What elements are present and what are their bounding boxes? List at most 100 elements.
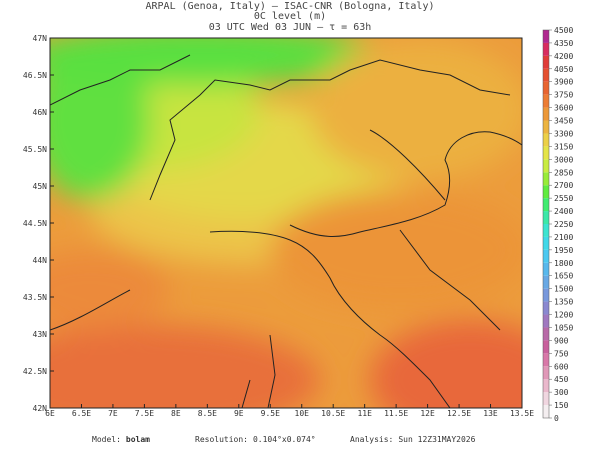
colorbar-label: 300 <box>554 388 569 397</box>
colorbar-label: 2400 <box>554 207 573 216</box>
colorbar-swatch <box>543 340 549 354</box>
colorbar-label: 3300 <box>554 129 573 138</box>
colorbar-swatch <box>543 55 549 69</box>
subtitle: 0C level (m) <box>254 11 326 22</box>
colorbar-label: 2100 <box>554 233 573 242</box>
colorbar-label: 3150 <box>554 142 573 151</box>
colorbar-label: 150 <box>554 401 569 410</box>
colorbar-swatch <box>543 81 549 95</box>
colorbar-label: 1350 <box>554 298 573 307</box>
lat-tick-label: 46N <box>33 108 48 117</box>
lat-tick-label: 44N <box>33 256 48 265</box>
lat-tick-label: 45N <box>33 182 48 191</box>
colorbar-label: 0 <box>554 414 559 423</box>
colorbar-swatch <box>543 327 549 341</box>
lon-tick-label: 13E <box>483 409 498 418</box>
colorbar-swatch <box>543 198 549 212</box>
colorbar-swatch <box>543 185 549 199</box>
footer: Model: bolam Resolution: 0.104°x0.074° Ana… <box>92 435 476 444</box>
footer-res: 0.104°x0.074° <box>253 435 316 444</box>
colorbar-swatch <box>543 159 549 173</box>
footer-model: bolam <box>126 435 150 444</box>
footer-analysis: Sun 12Z31MAY2026 <box>398 435 475 444</box>
lon-tick-label: 13.5E <box>510 409 534 418</box>
colorbar-swatch <box>543 211 549 224</box>
colorbar-label: 1800 <box>554 259 573 268</box>
colorbar-label: 1500 <box>554 285 573 294</box>
colorbar-label: 900 <box>554 336 569 345</box>
colorbar-label: 3450 <box>554 117 573 126</box>
colorbar-swatch <box>543 275 549 289</box>
lat-tick-label: 43.5N <box>23 293 47 302</box>
colorbar-label: 2850 <box>554 168 573 177</box>
lat-tick-label: 43N <box>33 330 48 339</box>
colorbar-swatch <box>543 314 549 328</box>
colorbar-label: 2700 <box>554 181 573 190</box>
colorbar-swatch <box>543 94 549 108</box>
lon-tick-label: 12.5E <box>447 409 471 418</box>
colorbar-swatch <box>543 120 549 134</box>
colorbar-swatch <box>543 288 549 302</box>
colorbar-swatch <box>543 30 549 43</box>
colorbar-label: 4200 <box>554 52 573 61</box>
colorbar-swatch <box>543 353 549 367</box>
lon-tick-label: 6.5E <box>72 409 91 418</box>
lon-tick-label: 7E <box>108 409 118 418</box>
lon-tick-label: 10.5E <box>321 409 345 418</box>
colorbar-label: 4050 <box>554 65 573 74</box>
footer-analysis-label: Analysis: <box>350 435 393 444</box>
colorbar-swatch <box>543 379 549 393</box>
coastlines <box>50 54 522 408</box>
lat-tick-label: 44.5N <box>23 219 47 228</box>
colorbar-swatch <box>543 249 549 263</box>
colorbar-label: 1050 <box>554 323 573 332</box>
colorbar-swatch <box>543 172 549 186</box>
valid-time: 03 UTC Wed 03 JUN – τ = 63h <box>209 22 372 33</box>
lon-tick-label: 7.5E <box>135 409 154 418</box>
lon-tick-label: 9E <box>234 409 244 418</box>
lon-tick-label: 10E <box>295 409 310 418</box>
colorbar-label: 4350 <box>554 39 573 48</box>
title: ARPAL (Genoa, Italy) – ISAC-CNR (Bologna… <box>146 1 435 12</box>
colorbar-label: 3000 <box>554 155 573 164</box>
colorbar-swatch <box>543 366 549 380</box>
colorbar-swatch <box>543 405 549 418</box>
colorbar-label: 450 <box>554 375 569 384</box>
colorbar-swatch <box>543 224 549 237</box>
colorbar-label: 3750 <box>554 91 573 100</box>
colorbar-swatch <box>543 107 549 121</box>
colorbar-label: 1200 <box>554 311 573 320</box>
colorbar-label: 4500 <box>554 26 573 35</box>
colorbar-label: 1950 <box>554 246 573 255</box>
lat-tick-label: 42.5N <box>23 367 47 376</box>
colorbar-label: 1650 <box>554 272 573 281</box>
colorbar-label: 750 <box>554 349 569 358</box>
field <box>50 38 522 408</box>
lon-tick-label: 8.5E <box>198 409 217 418</box>
footer-res-label: Resolution: <box>195 435 248 444</box>
colorbar-swatch <box>543 42 549 56</box>
colorbar-swatch <box>543 133 549 147</box>
footer-model-label: Model: <box>92 435 121 444</box>
colorbar-swatch <box>543 392 549 406</box>
lon-tick-label: 6E <box>45 409 55 418</box>
colorbar-swatch <box>543 146 549 160</box>
colorbar-label: 600 <box>554 362 569 371</box>
colorbar-label: 3900 <box>554 78 573 87</box>
lon-tick-label: 9.5E <box>261 409 280 418</box>
lon-tick-label: 11E <box>357 409 372 418</box>
lat-tick-label: 42N <box>33 404 48 413</box>
colorbar-swatch <box>543 68 549 82</box>
lat-tick-label: 45.5N <box>23 145 47 154</box>
colorbar-label: 2250 <box>554 220 573 229</box>
colorbar-swatch <box>543 301 549 315</box>
colorbar-label: 2550 <box>554 194 573 203</box>
lon-tick-label: 12E <box>420 409 435 418</box>
lon-tick-label: 11.5E <box>384 409 408 418</box>
lon-tick-label: 8E <box>171 409 181 418</box>
colorbar-swatch <box>543 236 549 250</box>
lat-tick-label: 46.5N <box>23 71 47 80</box>
colorbar-label: 3600 <box>554 104 573 113</box>
colorbar-swatch <box>543 262 549 276</box>
